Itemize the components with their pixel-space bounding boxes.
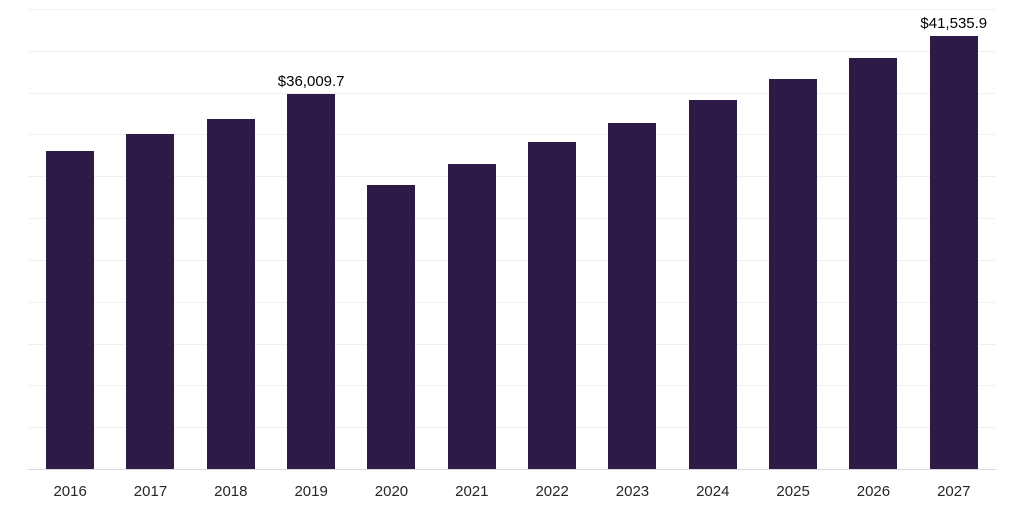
bar-2027: [929, 35, 978, 470]
bar-2025: [769, 79, 818, 470]
bar-2021: [447, 163, 496, 470]
x-axis-label-2020: 2020: [374, 482, 409, 500]
bar-2016: [46, 151, 95, 470]
gridline: [28, 50, 996, 52]
bar-2024: [688, 99, 737, 470]
x-axis-label-2023: 2023: [615, 482, 650, 500]
gridline: [28, 301, 996, 303]
x-axis-label-2027: 2027: [937, 482, 971, 500]
bar-2019: [287, 93, 336, 470]
bar-2018: [206, 118, 255, 470]
x-axis-label-2022: 2022: [535, 482, 569, 500]
bar-value-label-2019: $36,009.7: [277, 72, 345, 90]
bar-slot-2023: [592, 10, 672, 470]
bar-2026: [849, 58, 898, 470]
plot-area: $36,009.7 $41,535.9: [0, 9, 1024, 470]
bars: $36,009.7 $41,535.9: [0, 10, 1024, 470]
gridline: [28, 385, 996, 387]
x-axis-label-2021: 2021: [455, 482, 489, 500]
bar-2023: [608, 122, 657, 470]
bar-slot-2019: $36,009.7: [271, 10, 351, 470]
x-axis-label-2026: 2026: [856, 482, 891, 500]
bar-slot-2022: [512, 10, 592, 470]
bar-slot-2020: [351, 10, 431, 470]
x-axis-label-2017: 2017: [133, 482, 168, 500]
x-axis-label-2016: 2016: [53, 482, 87, 500]
x-axis-label-2024: 2024: [696, 482, 730, 500]
gridline: [28, 427, 996, 429]
bar-2017: [126, 134, 175, 470]
x-axis-label-2019: 2019: [294, 482, 328, 500]
bar-slot-2026: [833, 10, 913, 470]
gridline: [28, 92, 996, 94]
x-axis-labels: 2016 2017 2018 2019 2020 2021 2022 2023 2024 2025…: [0, 470, 1024, 512]
bar-value-label-2027: $41,535.9: [920, 14, 988, 32]
gridline: [28, 134, 996, 136]
gridline: [28, 218, 996, 220]
bar-2022: [528, 141, 577, 470]
bar-slot-2021: [432, 10, 512, 470]
gridline: [28, 343, 996, 345]
x-axis-label-2018: 2018: [214, 482, 248, 500]
gridline: [28, 176, 996, 178]
x-axis-line: [28, 469, 996, 470]
bar-slot-2018: [191, 10, 271, 470]
bar-slot-2016: [30, 10, 110, 470]
bar-slot-2024: [673, 10, 753, 470]
bar-slot-2025: [753, 10, 833, 470]
x-axis-label-2025: 2025: [776, 482, 810, 500]
gridline: [28, 259, 996, 261]
gridline: [28, 9, 996, 10]
gridlines: [0, 9, 1024, 470]
bar-2020: [367, 184, 416, 470]
bar-slot-2027: $41,535.9: [914, 10, 994, 470]
bar-slot-2017: [110, 10, 190, 470]
